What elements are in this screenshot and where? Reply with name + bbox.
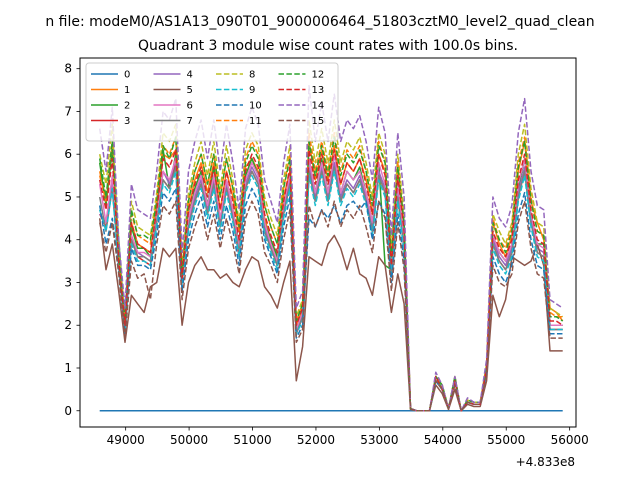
- legend-label-2: 2: [124, 101, 130, 112]
- plot-area: [98, 85, 564, 412]
- legend-label-0: 0: [124, 70, 130, 81]
- figure-suptitle: n file: modeM0/AS1A13_090T01_9000006464_…: [45, 14, 594, 30]
- x-tick-label: 52000: [297, 433, 335, 447]
- axes-frame: [79, 57, 577, 428]
- x-tick-label: 53000: [360, 433, 398, 447]
- y-tick-label: 7: [64, 104, 72, 118]
- legend-label-10: 10: [249, 101, 262, 112]
- y-tick-label: 3: [64, 275, 72, 289]
- series-line-10: [98, 187, 563, 412]
- legend-label-5: 5: [187, 85, 193, 96]
- y-tick-label: 1: [64, 361, 72, 375]
- x-axis: 49000 50000 51000 52000 53000 54000 55000 56000: [107, 427, 589, 447]
- y-tick-label: 4: [64, 233, 72, 247]
- y-tick-label: 0: [64, 404, 72, 418]
- legend-label-11: 11: [249, 116, 262, 127]
- x-axis-offset-text: +4.833e8: [516, 455, 575, 469]
- legend-label-9: 9: [249, 85, 255, 96]
- legend-label-6: 6: [187, 101, 193, 112]
- series-line-15: [98, 200, 563, 412]
- legend-label-13: 13: [312, 85, 325, 96]
- y-tick-label: 8: [64, 62, 72, 76]
- legend-label-1: 1: [124, 85, 130, 96]
- x-tick-label: 55000: [487, 433, 525, 447]
- legend-label-14: 14: [312, 101, 325, 112]
- y-axis: 0 1 2 3 4 5 6 7 8: [64, 62, 80, 418]
- series-line-5: [98, 218, 563, 412]
- x-tick-label: 54000: [424, 433, 462, 447]
- y-tick-label: 2: [64, 318, 72, 332]
- legend-box: [85, 62, 339, 142]
- x-tick-label: 49000: [107, 433, 145, 447]
- x-tick-label: 51000: [233, 433, 271, 447]
- y-tick-label: 5: [64, 190, 72, 204]
- legend-label-8: 8: [249, 70, 255, 81]
- series-line-13: [98, 149, 564, 412]
- chart-title: Quadrant 3 module wise count rates with …: [138, 38, 518, 54]
- legend-label-15: 15: [312, 116, 325, 127]
- x-tick-label: 50000: [170, 433, 208, 447]
- legend-label-12: 12: [312, 70, 325, 81]
- legend-label-7: 7: [187, 116, 193, 127]
- x-tick-label: 56000: [551, 433, 589, 447]
- legend-label-3: 3: [124, 116, 130, 127]
- y-tick-label: 6: [64, 147, 72, 161]
- legend-label-4: 4: [187, 70, 193, 81]
